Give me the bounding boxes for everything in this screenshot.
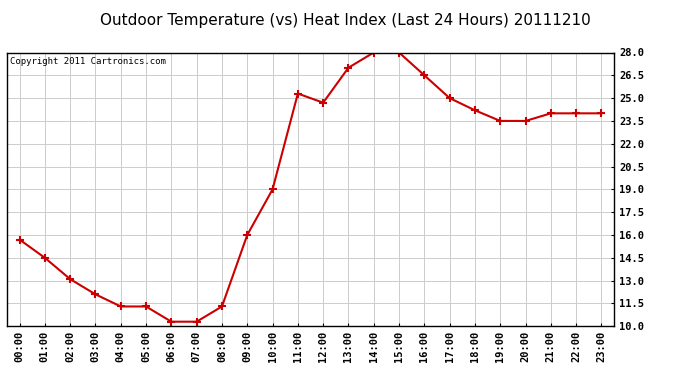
Text: Outdoor Temperature (vs) Heat Index (Last 24 Hours) 20111210: Outdoor Temperature (vs) Heat Index (Las… xyxy=(99,13,591,28)
Text: Copyright 2011 Cartronics.com: Copyright 2011 Cartronics.com xyxy=(10,57,166,66)
